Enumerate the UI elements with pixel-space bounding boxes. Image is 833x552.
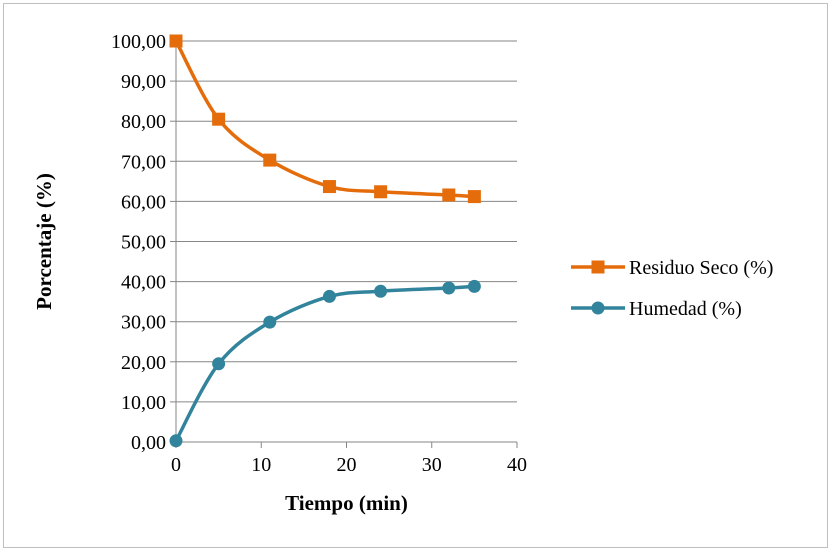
legend-entry: Humedad (%) — [571, 298, 742, 320]
legend-entry: Residuo Seco (%) — [571, 257, 773, 279]
y-tick-label: 40,00 — [121, 272, 166, 294]
series — [169, 34, 481, 448]
data-point — [169, 434, 183, 448]
line-chart: 0,00 10,00 20,00 30,00 40,00 50,00 60,00 70,00 8… — [32, 31, 773, 515]
chart-frame: 0,00 10,00 20,00 30,00 40,00 50,00 60,00 70,00 8… — [3, 3, 828, 548]
data-point — [442, 281, 456, 295]
y-tick-label: 10,00 — [121, 392, 166, 414]
legend-marker — [591, 260, 605, 274]
y-tick-label: 30,00 — [121, 312, 166, 334]
x-tick-label: 30 — [422, 454, 442, 476]
data-point — [212, 357, 226, 371]
data-point — [263, 153, 277, 167]
data-point — [442, 188, 456, 202]
legend-label: Residuo Seco (%) — [629, 257, 773, 279]
series-residuo-seco — [169, 34, 481, 204]
y-tick-label: 0,00 — [131, 432, 166, 454]
data-point — [374, 284, 388, 298]
x-axis-title: Tiempo (min) — [285, 491, 408, 515]
y-axis-title: Porcentaje (%) — [32, 173, 56, 310]
y-tick-label: 100,00 — [111, 31, 166, 53]
data-point — [322, 180, 336, 194]
legend-marker — [591, 301, 605, 315]
axes — [170, 40, 518, 448]
data-point — [467, 279, 481, 293]
y-tick-label: 80,00 — [121, 111, 166, 133]
series-humedad — [169, 279, 481, 448]
data-point — [263, 315, 277, 329]
y-tick-label: 70,00 — [121, 151, 166, 173]
x-tick-label: 0 — [171, 454, 181, 476]
legend: Residuo Seco (%) Humedad (%) — [571, 257, 773, 320]
y-tick-label: 60,00 — [121, 191, 166, 213]
y-tick-label: 50,00 — [121, 232, 166, 254]
grid-lines — [176, 40, 517, 403]
data-point — [169, 34, 183, 48]
x-tick-label: 20 — [337, 454, 357, 476]
tick-labels: 0,00 10,00 20,00 30,00 40,00 50,00 60,00 70,00 8… — [111, 31, 527, 476]
data-point — [212, 112, 226, 126]
x-tick-label: 40 — [507, 454, 527, 476]
x-tick-label: 10 — [251, 454, 271, 476]
data-point — [322, 289, 336, 303]
data-point — [467, 190, 481, 204]
data-point — [374, 185, 388, 199]
y-tick-label: 90,00 — [121, 71, 166, 93]
legend-label: Humedad (%) — [629, 298, 742, 320]
y-tick-label: 20,00 — [121, 352, 166, 374]
